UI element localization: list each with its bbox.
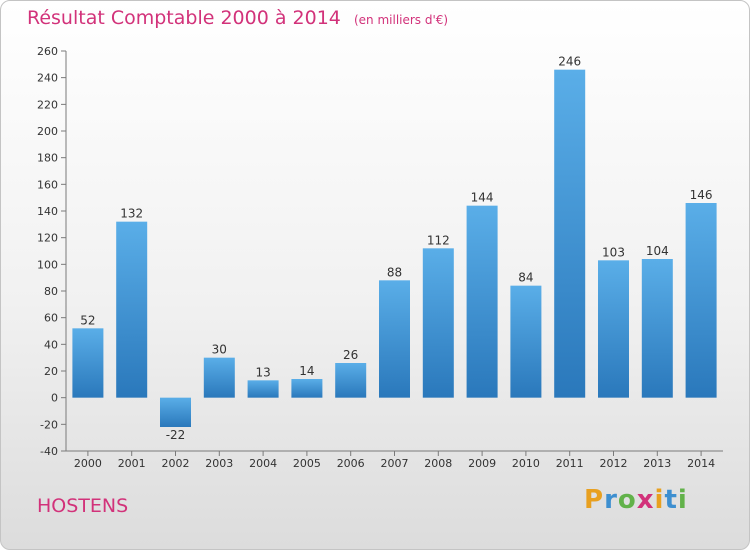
- bar-value-label: 246: [558, 55, 581, 69]
- bar-value-label: 112: [427, 233, 450, 247]
- y-tick-label: 260: [37, 45, 58, 58]
- bar: [641, 259, 673, 398]
- logo-letter: i: [677, 485, 688, 515]
- y-tick-label: 60: [44, 312, 58, 325]
- bar-value-label: 132: [120, 207, 143, 221]
- logo-letter: t: [664, 485, 678, 515]
- bar: [554, 69, 586, 398]
- bar: [422, 248, 454, 398]
- bar-value-label: 13: [255, 365, 270, 379]
- bar-value-label: -22: [166, 428, 186, 442]
- x-tick-label: 2009: [468, 457, 496, 470]
- x-tick-label: 2010: [512, 457, 540, 470]
- y-tick-label: 40: [44, 338, 58, 351]
- y-tick-label: 240: [37, 72, 58, 85]
- bar-value-label: 84: [518, 271, 533, 285]
- bar-value-label: 14: [299, 364, 314, 378]
- bar: [335, 363, 367, 398]
- bar-value-label: 30: [212, 343, 227, 357]
- x-tick-label: 2008: [424, 457, 452, 470]
- bar: [203, 357, 235, 398]
- x-tick-label: 2012: [600, 457, 628, 470]
- bar: [379, 280, 410, 398]
- bar-value-label: 144: [471, 191, 494, 205]
- x-tick-label: 2014: [687, 457, 715, 470]
- y-tick-label: 120: [37, 232, 58, 245]
- x-tick-label: 2003: [205, 457, 233, 470]
- y-tick-label: -20: [40, 418, 58, 431]
- bar: [598, 260, 629, 398]
- logo-letter: x: [636, 485, 655, 515]
- y-tick-label: 20: [44, 365, 58, 378]
- x-tick-label: 2007: [381, 457, 409, 470]
- bar-value-label: 88: [387, 265, 402, 279]
- y-tick-label: 200: [37, 125, 58, 138]
- bar: [685, 203, 717, 398]
- bar-value-label: 146: [690, 188, 713, 202]
- chart-title: Résultat Comptable 2000 à 2014: [27, 7, 341, 29]
- bar: [72, 328, 104, 398]
- bar-value-label: 104: [646, 244, 669, 258]
- x-tick-label: 2005: [293, 457, 321, 470]
- logo-letter: o: [617, 485, 637, 515]
- x-tick-label: 2002: [162, 457, 190, 470]
- bar-value-label: 103: [602, 245, 625, 259]
- y-tick-label: 220: [37, 98, 58, 111]
- x-tick-label: 2013: [643, 457, 671, 470]
- bar: [466, 205, 498, 398]
- y-tick-label: 180: [37, 152, 58, 165]
- y-tick-label: 100: [37, 258, 58, 271]
- x-tick-label: 2011: [556, 457, 584, 470]
- bar: [160, 397, 191, 427]
- commune-name: HOSTENS: [37, 495, 129, 517]
- y-tick-label: 140: [37, 205, 58, 218]
- bar: [116, 221, 148, 398]
- bar: [247, 380, 279, 398]
- title-row: Résultat Comptable 2000 à 2014 (en milli…: [27, 7, 448, 29]
- logo-letter: P: [584, 485, 605, 515]
- bar: [510, 285, 542, 398]
- logo-letter: r: [604, 485, 618, 515]
- proxiti-logo: Proxiti: [584, 485, 688, 515]
- chart-subtitle: (en milliers d'€): [353, 13, 449, 27]
- x-tick-label: 2006: [337, 457, 365, 470]
- x-tick-label: 2001: [118, 457, 146, 470]
- y-tick-label: -40: [40, 445, 58, 458]
- y-tick-label: 0: [51, 392, 58, 405]
- y-tick-label: 160: [37, 178, 58, 191]
- bar: [291, 379, 323, 398]
- bar-value-label: 52: [80, 313, 95, 327]
- logo-letter: i: [654, 485, 665, 515]
- x-tick-label: 2004: [249, 457, 277, 470]
- bar-value-label: 26: [343, 348, 358, 362]
- y-tick-label: 80: [44, 285, 58, 298]
- x-tick-label: 2000: [74, 457, 102, 470]
